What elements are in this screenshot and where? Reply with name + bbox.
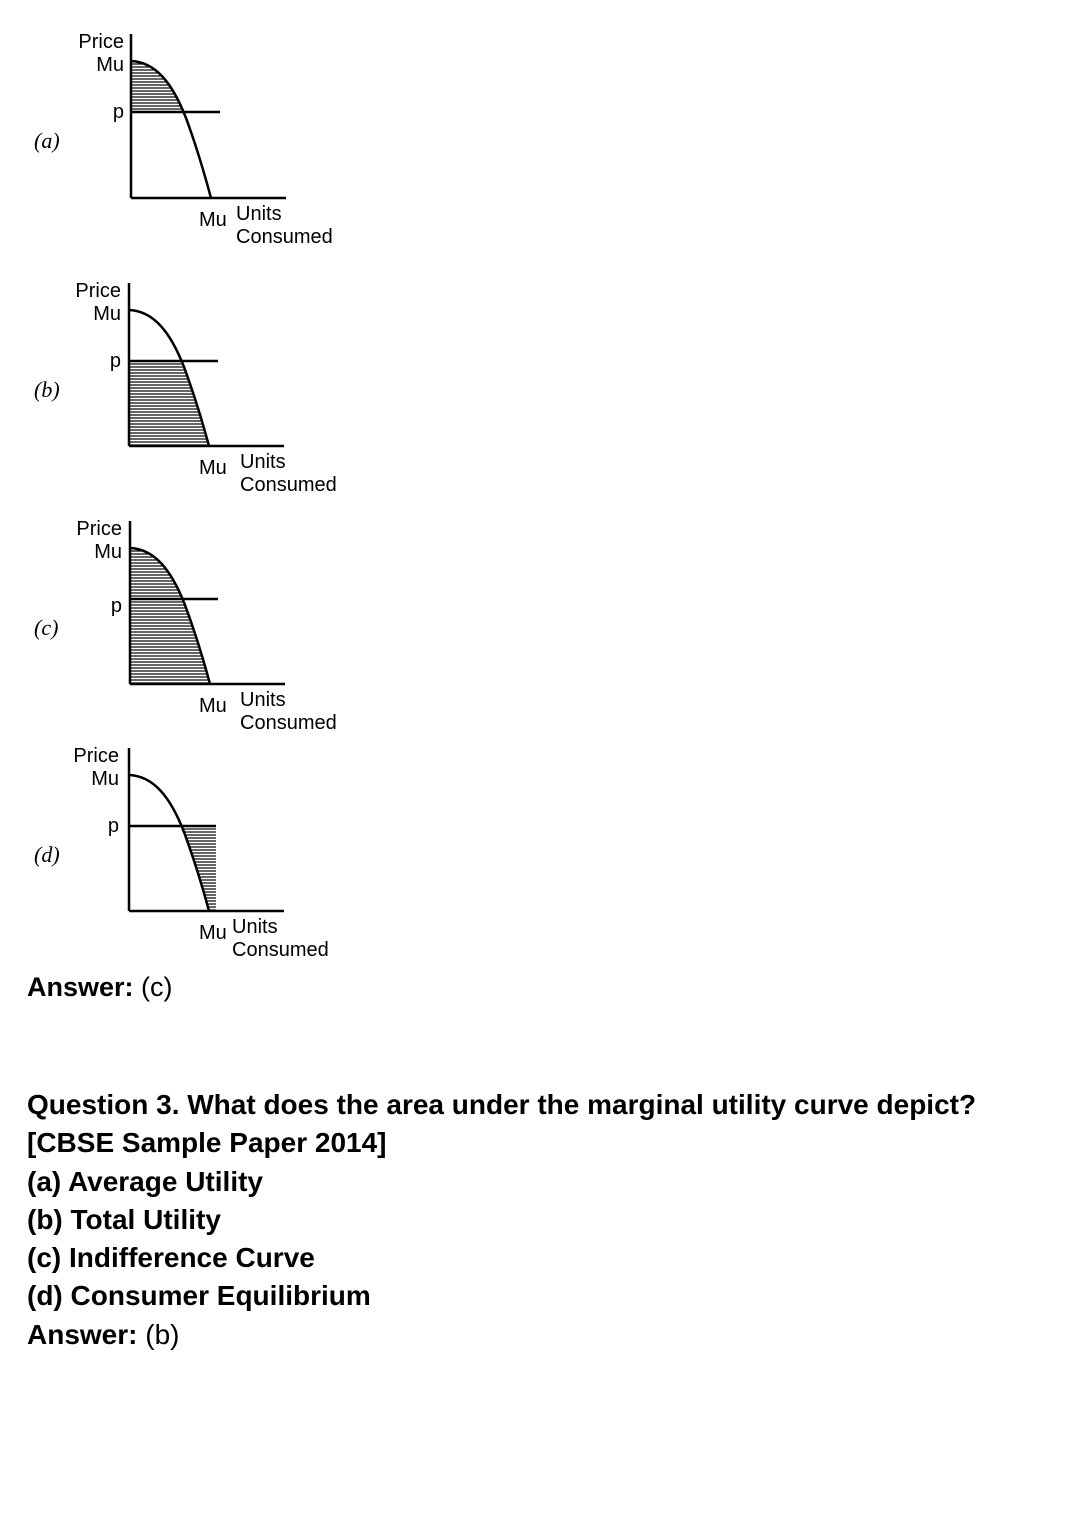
answer-value: (c) bbox=[141, 972, 173, 1002]
units-label: Units bbox=[240, 689, 286, 711]
mu-curve-graph-a bbox=[129, 34, 286, 200]
shaded-area bbox=[130, 548, 210, 684]
option-letter: (d) bbox=[34, 842, 60, 867]
option-figure-b: (b) Price Mu p Mu Units Consumed bbox=[0, 279, 440, 519]
mu-y-label: Mu bbox=[93, 303, 121, 325]
mu-curve-graph-d bbox=[127, 748, 284, 913]
option-c: (c) Indifference Curve bbox=[27, 1242, 315, 1274]
answer-2: Answer: (b) bbox=[27, 1316, 1057, 1354]
consumed-label: Consumed bbox=[240, 712, 337, 734]
price-label: Price bbox=[78, 31, 124, 53]
mu-curve bbox=[128, 308, 211, 447]
price-label: Price bbox=[73, 745, 119, 767]
mu-y-label: Mu bbox=[91, 768, 119, 790]
option-figure-a: (a) Price Mu p Mu Units Consumed bbox=[0, 30, 440, 270]
mu-x-label: Mu bbox=[199, 695, 227, 717]
answer-1: Answer: (c) bbox=[27, 972, 173, 1003]
option-figure-d: (d) Price Mu p Mu Units Consumed bbox=[0, 744, 440, 984]
price-label: Price bbox=[76, 518, 122, 540]
mu-x-label: Mu bbox=[199, 922, 227, 944]
mu-y-label: Mu bbox=[94, 541, 122, 563]
option-letter: (c) bbox=[34, 615, 59, 640]
p-label: p bbox=[109, 350, 121, 372]
question-3: Question 3. What does the area under the… bbox=[27, 1086, 1057, 1354]
option-a: (a) Average Utility bbox=[27, 1165, 263, 1197]
p-label: p bbox=[112, 101, 124, 123]
answer-value: (b) bbox=[145, 1318, 180, 1350]
consumed-label: Consumed bbox=[232, 939, 329, 961]
option-letter: (b) bbox=[34, 377, 60, 402]
shaded-area bbox=[131, 61, 183, 112]
question-source: [CBSE Sample Paper 2014] bbox=[27, 1127, 387, 1159]
mu-curve-graph-c bbox=[128, 521, 285, 686]
units-label: Units bbox=[240, 451, 286, 473]
units-label: Units bbox=[236, 203, 282, 225]
option-b: (b) Total Utility bbox=[27, 1203, 221, 1235]
option-d: (d) Consumer Equilibrium bbox=[27, 1280, 371, 1312]
mu-curve bbox=[129, 546, 212, 685]
mu-x-label: Mu bbox=[199, 209, 227, 231]
p-label: p bbox=[107, 815, 119, 837]
answer-label: Answer: bbox=[27, 1318, 138, 1350]
answer-label: Answer: bbox=[27, 972, 134, 1002]
consumed-label: Consumed bbox=[236, 226, 333, 248]
option-letter: (a) bbox=[34, 128, 60, 153]
mu-y-label: Mu bbox=[96, 54, 124, 76]
mu-x-label: Mu bbox=[199, 457, 227, 479]
question-text: Question 3. What does the area under the… bbox=[27, 1089, 977, 1120]
units-label: Units bbox=[232, 916, 278, 938]
mu-curve-graph-b bbox=[127, 283, 284, 448]
option-figure-c: (c) Price Mu p Mu Units Consumed bbox=[0, 517, 440, 757]
price-label: Price bbox=[75, 280, 121, 302]
mu-curve bbox=[128, 773, 211, 912]
consumed-label: Consumed bbox=[240, 474, 337, 496]
p-label: p bbox=[110, 595, 122, 617]
mu-curve bbox=[130, 59, 213, 199]
